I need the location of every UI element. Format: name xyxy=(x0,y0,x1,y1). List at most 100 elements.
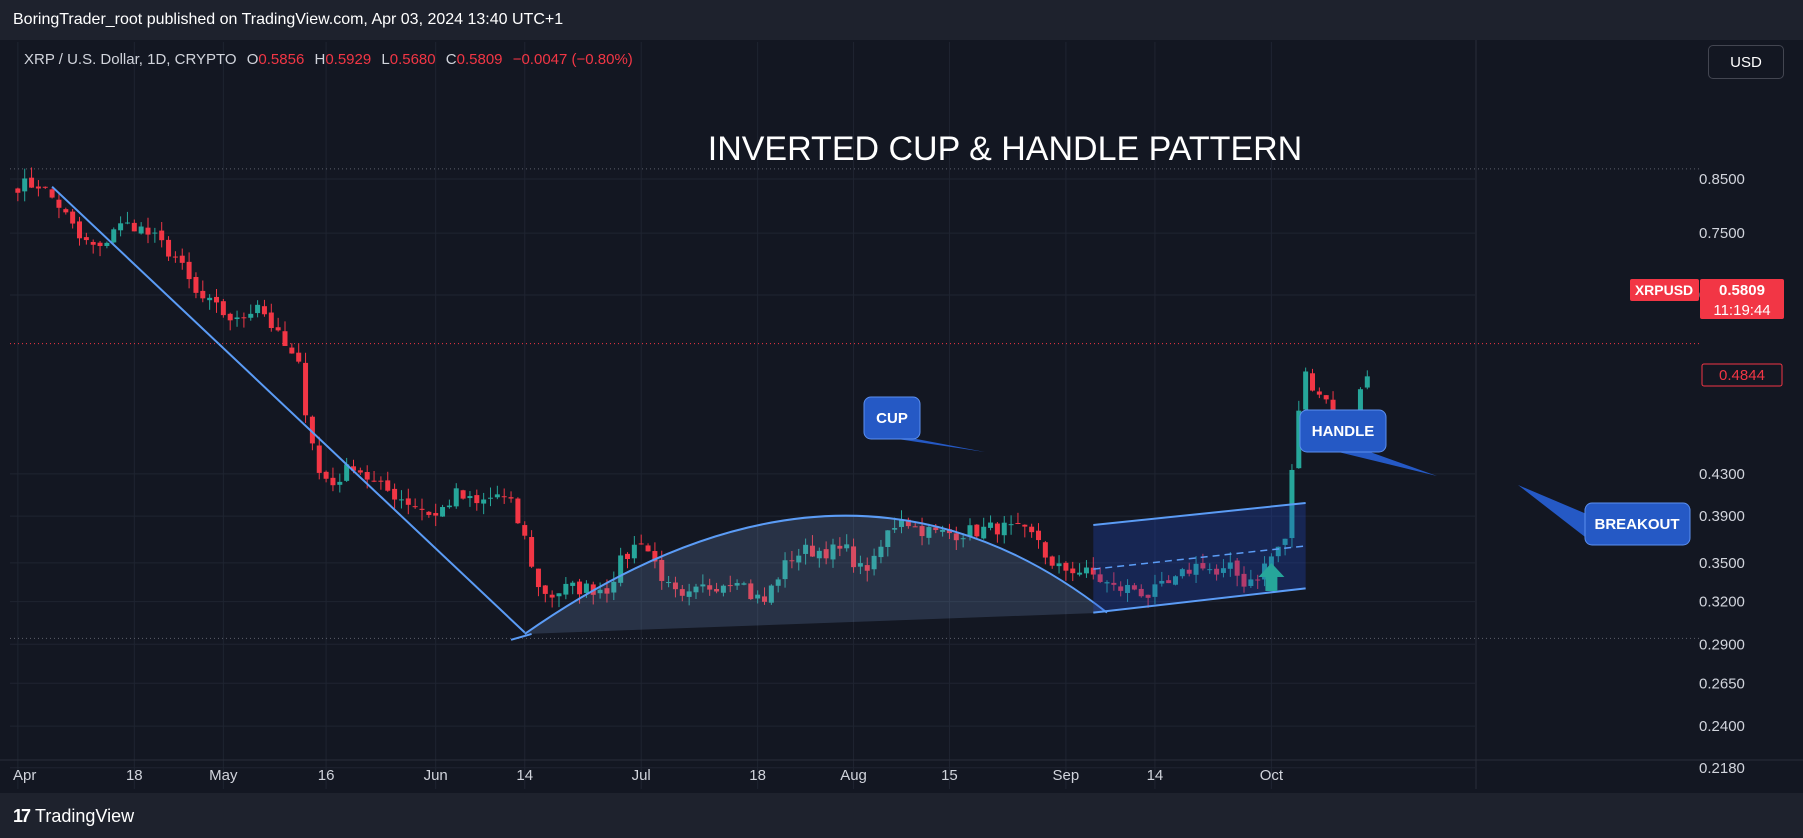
candle-body xyxy=(118,223,124,231)
candle-body xyxy=(1015,523,1021,525)
candle-body xyxy=(1268,556,1274,566)
candle-body xyxy=(981,526,987,539)
candle-body xyxy=(344,464,350,481)
candle-body xyxy=(816,550,822,559)
x-tick-label: Sep xyxy=(1053,767,1080,784)
candle-body xyxy=(727,585,733,587)
candle-body xyxy=(1255,579,1261,581)
y-tick-label: 0.2900 xyxy=(1699,636,1745,653)
candle-body xyxy=(666,582,672,584)
change-value: −0.0047 (−0.80%) xyxy=(512,51,633,68)
candle-body xyxy=(1138,588,1144,597)
candle-body xyxy=(967,525,973,537)
candle-body xyxy=(371,480,377,482)
candle-body xyxy=(488,497,493,499)
candle-body xyxy=(248,313,254,318)
candle-body xyxy=(1083,567,1089,574)
candle-body xyxy=(734,583,740,586)
candle-body xyxy=(823,549,829,559)
candle-body xyxy=(837,545,843,549)
candle-body xyxy=(631,544,637,559)
x-tick-label: 14 xyxy=(1147,767,1164,784)
tradingview-logo[interactable]: 17 TradingView xyxy=(13,806,134,827)
candle-body xyxy=(1049,556,1055,566)
x-tick-label: May xyxy=(209,767,238,784)
y-tick-label: 0.3500 xyxy=(1699,555,1745,572)
candle-body xyxy=(1145,594,1151,598)
candle-body xyxy=(63,209,69,213)
candle-body xyxy=(83,237,89,241)
low-label: L xyxy=(381,51,390,68)
tradingview-logo-text: TradingView xyxy=(35,806,135,826)
candle-body xyxy=(207,297,213,301)
y-tick-label: 0.8500 xyxy=(1699,171,1745,188)
symbol-legend: XRP / U.S. Dollar, 1D, CRYPTO O0.5856 H0… xyxy=(24,51,633,68)
candle-body xyxy=(145,227,151,235)
candle-body xyxy=(90,241,96,245)
candle-body xyxy=(919,526,925,537)
candle-body xyxy=(1275,546,1281,557)
marker-price-tag xyxy=(1701,363,1783,387)
ticker-tag xyxy=(1630,279,1699,301)
candle-body xyxy=(782,560,788,580)
candle-body xyxy=(768,585,774,603)
candle-body xyxy=(1234,560,1240,576)
cup-base-tick xyxy=(510,632,532,641)
candle-body xyxy=(803,544,809,554)
x-tick-label: Jun xyxy=(424,767,448,784)
candle-body xyxy=(1125,584,1131,593)
symbol-name: XRP / U.S. Dollar, 1D, CRYPTO xyxy=(24,51,237,68)
candle-body xyxy=(49,189,55,198)
candle-body xyxy=(1042,542,1048,558)
x-tick-label: 16 xyxy=(318,767,335,784)
candle-body xyxy=(946,529,952,534)
candle-body xyxy=(1097,574,1103,582)
candle-body xyxy=(1330,399,1336,414)
cup-callout: CUP xyxy=(863,396,985,452)
candle-body xyxy=(309,416,315,444)
candle-body xyxy=(1111,582,1117,585)
candle-body xyxy=(508,497,514,499)
candle-body xyxy=(1029,526,1035,533)
candle-body xyxy=(460,490,466,499)
candle-body xyxy=(871,555,877,570)
candle-body xyxy=(1077,572,1083,575)
candle-body xyxy=(1001,522,1007,536)
x-tick-label: 18 xyxy=(126,767,143,784)
candle-body xyxy=(42,186,48,188)
candle-body xyxy=(556,593,562,597)
candle-body xyxy=(15,188,21,193)
price-chart[interactable]: 0.85000.75000.65000.43000.39000.35000.32… xyxy=(0,40,1803,793)
candle-body xyxy=(851,546,857,568)
candle-body xyxy=(467,496,473,499)
candle-body xyxy=(1316,391,1322,395)
y-tick-label: 0.3900 xyxy=(1699,508,1745,525)
candle-body xyxy=(77,221,82,239)
cup-label: CUP xyxy=(876,410,908,427)
candle-body xyxy=(830,544,836,560)
candle-body xyxy=(440,507,446,517)
candle-body xyxy=(775,579,781,586)
candle-body xyxy=(714,589,720,592)
candle-body xyxy=(844,544,850,549)
candle-body xyxy=(700,584,706,587)
handle-callout: HANDLE xyxy=(1299,409,1437,476)
candle-body xyxy=(1220,568,1226,573)
candle-body xyxy=(1070,568,1076,574)
candle-body xyxy=(1159,580,1165,584)
candle-body xyxy=(529,537,535,567)
candle-body xyxy=(405,498,411,505)
candle-body xyxy=(1104,582,1110,584)
candle-body xyxy=(625,553,630,560)
candle-body xyxy=(255,304,261,314)
currency-button[interactable]: USD xyxy=(1708,45,1784,79)
candle-body xyxy=(679,589,685,596)
candle-body xyxy=(1200,563,1206,569)
candle-body xyxy=(563,583,569,595)
candle-body xyxy=(809,545,815,557)
candle-body xyxy=(1152,584,1158,597)
candle-body xyxy=(597,589,603,594)
candle-body xyxy=(1056,563,1062,567)
candle-body xyxy=(131,222,137,232)
x-tick-label: Aug xyxy=(840,767,867,784)
